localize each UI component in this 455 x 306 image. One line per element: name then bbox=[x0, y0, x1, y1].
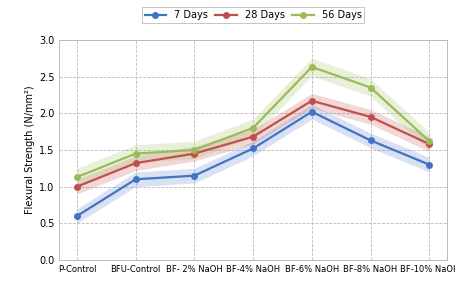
56 Days bbox=[132, 152, 138, 155]
7 Days bbox=[250, 147, 255, 150]
7 Days bbox=[308, 110, 314, 114]
28 Days bbox=[250, 135, 255, 139]
Line: 28 Days: 28 Days bbox=[74, 98, 431, 189]
Y-axis label: Flexural Strength (N/mm²): Flexural Strength (N/mm²) bbox=[25, 86, 35, 214]
56 Days bbox=[191, 148, 197, 152]
7 Days bbox=[191, 174, 197, 177]
56 Days bbox=[367, 86, 373, 89]
56 Days bbox=[74, 175, 80, 179]
28 Days bbox=[308, 99, 314, 103]
28 Days bbox=[74, 185, 80, 188]
7 Days bbox=[74, 214, 80, 218]
56 Days bbox=[250, 126, 255, 130]
28 Days bbox=[425, 142, 431, 146]
28 Days bbox=[191, 152, 197, 155]
Line: 56 Days: 56 Days bbox=[74, 64, 431, 180]
56 Days bbox=[425, 139, 431, 143]
56 Days bbox=[308, 65, 314, 69]
Legend: 7 Days, 28 Days, 56 Days: 7 Days, 28 Days, 56 Days bbox=[142, 7, 364, 23]
28 Days bbox=[132, 161, 138, 165]
7 Days bbox=[132, 177, 138, 181]
Line: 7 Days: 7 Days bbox=[74, 109, 431, 219]
28 Days bbox=[367, 115, 373, 119]
7 Days bbox=[425, 163, 431, 166]
7 Days bbox=[367, 139, 373, 142]
